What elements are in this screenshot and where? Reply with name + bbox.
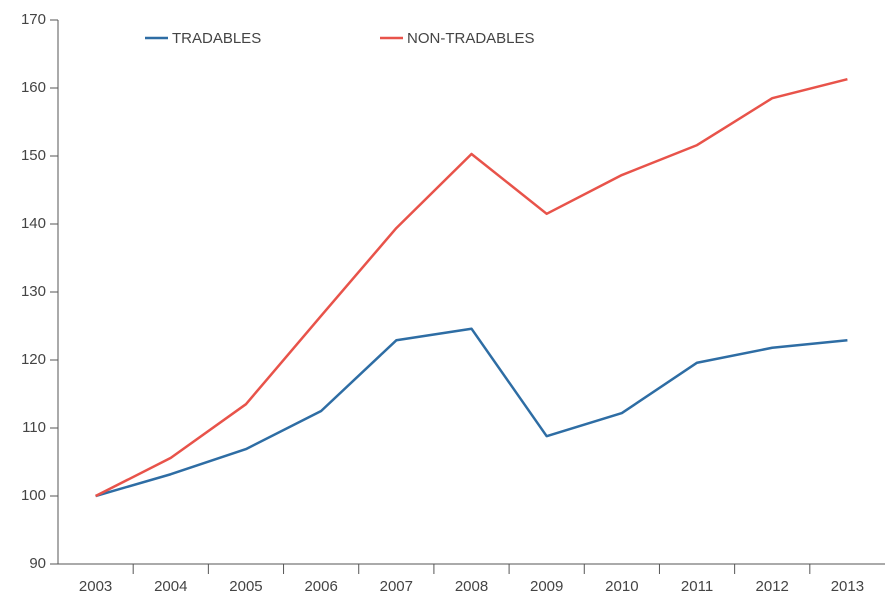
x-tick-label: 2005 [229,578,262,595]
y-tick-label: 110 [22,419,46,436]
x-tick-label: 2004 [154,578,187,595]
x-tick-label: 2003 [79,578,112,595]
legend-label: NON-TRADABLES [407,30,535,47]
series-line [95,77,848,498]
y-tick-label: 170 [21,11,46,28]
x-tick-label: 2013 [831,578,864,595]
x-tick-label: 2012 [756,578,789,595]
y-tick-label: 130 [21,283,46,300]
x-tick-label: 2006 [304,578,337,595]
y-tick-label: 150 [21,147,46,164]
x-tick-label: 2008 [455,578,488,595]
x-tick-label: 2007 [380,578,413,595]
y-tick-label: 90 [29,555,46,572]
x-tick-label: 2011 [681,578,713,595]
y-tick-label: 160 [21,79,46,96]
x-tick-label: 2010 [605,578,638,595]
series-line [95,327,848,498]
y-tick-label: 100 [21,487,46,504]
x-tick-label: 2009 [530,578,563,595]
y-tick-label: 140 [21,215,46,232]
y-tick-label: 120 [21,351,46,368]
legend-label: TRADABLES [172,30,261,47]
